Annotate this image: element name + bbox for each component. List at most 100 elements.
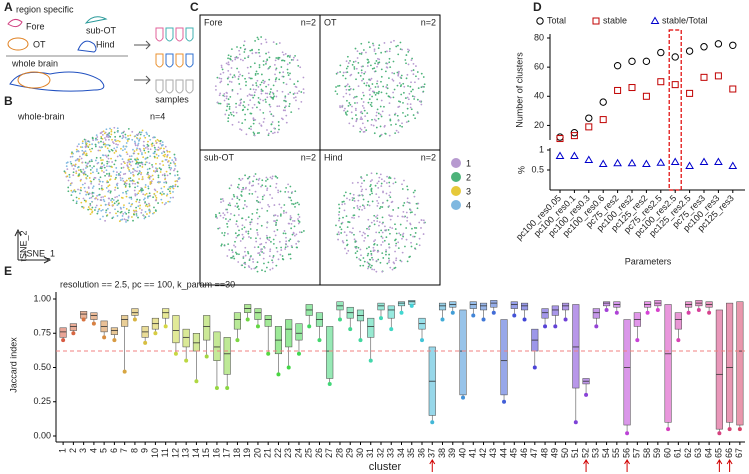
- cell-dot: [358, 258, 361, 260]
- cell-dot: [366, 119, 369, 122]
- tube: [185, 27, 194, 42]
- cell-dot: [265, 101, 267, 103]
- cell-dot: [373, 50, 376, 52]
- cell-dot: [290, 111, 293, 114]
- box: [438, 302, 447, 311]
- cell-dot: [94, 176, 97, 179]
- cell-dot: [230, 113, 233, 116]
- cell-dot: [369, 266, 372, 269]
- cell-dot: [144, 184, 147, 186]
- cell-dot: [103, 164, 105, 167]
- cell-dot: [344, 111, 347, 114]
- cell-dot: [132, 168, 135, 171]
- cell-dot: [141, 187, 143, 190]
- cell-dot: [410, 108, 413, 111]
- point: [599, 116, 607, 124]
- cell-dot: [99, 218, 102, 221]
- cell-dot: [405, 77, 408, 80]
- cell-dot: [219, 73, 222, 76]
- cell-dot: [225, 109, 228, 112]
- cell-dot: [370, 101, 373, 104]
- cell-dot: [359, 118, 362, 120]
- cell-dot: [262, 257, 265, 260]
- tube: [165, 53, 174, 68]
- cell-dot: [127, 167, 129, 169]
- cell-dot: [94, 209, 96, 211]
- cell-dot: [411, 227, 413, 230]
- cell-dot: [269, 250, 271, 253]
- cell-dot: [383, 42, 386, 44]
- x-tick-label: 49: [550, 448, 560, 458]
- cell-dot: [112, 170, 115, 173]
- cell-dot: [123, 204, 125, 207]
- cell-dot: [104, 154, 107, 157]
- cell-dot: [133, 210, 136, 213]
- cell-dot: [297, 107, 300, 110]
- cell-dot: [369, 64, 372, 67]
- legend-label: 4: [466, 200, 471, 210]
- min-point: [102, 335, 107, 340]
- cell-dot: [357, 246, 360, 249]
- cell-dot: [269, 65, 272, 68]
- box: [479, 302, 488, 311]
- cell-dot: [251, 48, 253, 51]
- cell-dot: [409, 209, 412, 211]
- cell-dot: [253, 246, 256, 249]
- cell-dot: [238, 198, 241, 201]
- cell-dot: [72, 168, 75, 170]
- cell-dot: [85, 164, 88, 167]
- cell-dot: [257, 72, 259, 75]
- cell-dot: [406, 216, 409, 219]
- cell-dot: [72, 174, 75, 177]
- x-tick-label: 41: [468, 448, 478, 458]
- cell-dot: [378, 176, 381, 179]
- cell-dot: [81, 149, 84, 152]
- cell-dot: [225, 62, 228, 65]
- cell-dot: [407, 85, 409, 87]
- cell-dot: [367, 101, 370, 104]
- cell-dot: [144, 194, 147, 196]
- cell-dot: [264, 98, 267, 101]
- min-point: [194, 379, 199, 384]
- cell-dot: [169, 172, 172, 175]
- cell-dot: [413, 235, 416, 238]
- cell-dot: [337, 231, 340, 233]
- cell-dot: [138, 190, 141, 192]
- cell-dot: [420, 103, 423, 106]
- x-tick-label: 59: [652, 448, 662, 458]
- cell-dot: [284, 248, 287, 250]
- cell-dot: [273, 131, 276, 134]
- cell-dot: [375, 126, 378, 129]
- cell-dot: [397, 74, 400, 77]
- cell-dot: [110, 130, 113, 133]
- cell-dot: [418, 237, 421, 240]
- cell-dot: [349, 192, 352, 195]
- cell-dot: [415, 65, 417, 67]
- cell-dot: [242, 186, 245, 189]
- cell-dot: [378, 44, 381, 47]
- cell-dot: [413, 195, 416, 198]
- min-point: [173, 351, 178, 356]
- cell-dot: [338, 219, 340, 222]
- cell-dot: [342, 216, 344, 219]
- cell-dot: [375, 259, 378, 262]
- cell-dot: [334, 90, 337, 93]
- cell-dot: [279, 213, 282, 216]
- cell-dot: [272, 255, 275, 257]
- cell-dot: [116, 184, 119, 187]
- cell-dot: [366, 174, 368, 176]
- cell-dot: [293, 234, 296, 237]
- cell-dot: [169, 196, 172, 199]
- cell-dot: [160, 144, 163, 147]
- cell-dot: [136, 166, 139, 169]
- cell-dot: [70, 182, 73, 184]
- cell-dot: [370, 252, 373, 255]
- cell-dot: [139, 150, 142, 152]
- cell-dot: [382, 85, 385, 88]
- cell-dot: [107, 157, 110, 160]
- cell-dot: [117, 139, 119, 142]
- cell-dot: [115, 174, 118, 176]
- y-axis-label: Jaccard index: [8, 337, 18, 393]
- cell-dot: [278, 240, 281, 243]
